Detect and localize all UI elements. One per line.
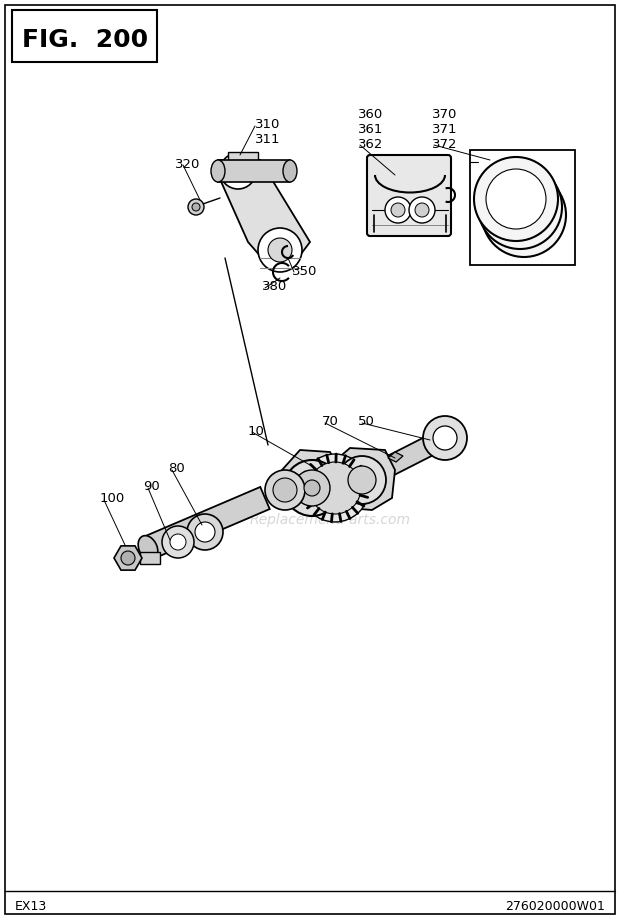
Circle shape xyxy=(490,177,550,237)
Text: 80: 80 xyxy=(168,462,185,475)
Text: 311: 311 xyxy=(255,133,280,146)
Circle shape xyxy=(494,185,554,245)
Polygon shape xyxy=(328,448,395,510)
Circle shape xyxy=(228,161,248,181)
Ellipse shape xyxy=(138,536,158,561)
Text: 90: 90 xyxy=(143,480,160,493)
Text: 50: 50 xyxy=(358,415,375,428)
Circle shape xyxy=(478,165,562,249)
Text: 372: 372 xyxy=(432,138,458,151)
Text: 361: 361 xyxy=(358,123,383,136)
Text: 370: 370 xyxy=(432,108,458,121)
Circle shape xyxy=(273,478,297,502)
Polygon shape xyxy=(373,434,440,481)
Text: 276020000W01: 276020000W01 xyxy=(505,901,605,913)
Text: 360: 360 xyxy=(358,108,383,121)
Circle shape xyxy=(265,470,305,510)
Text: EX13: EX13 xyxy=(15,901,47,913)
Polygon shape xyxy=(280,450,340,510)
Bar xyxy=(140,552,160,564)
Text: 10: 10 xyxy=(248,425,265,438)
Circle shape xyxy=(474,157,558,241)
Polygon shape xyxy=(215,160,310,258)
Text: 380: 380 xyxy=(262,280,287,293)
Circle shape xyxy=(423,416,467,460)
Circle shape xyxy=(170,534,186,550)
Circle shape xyxy=(187,514,223,550)
Circle shape xyxy=(284,460,340,516)
Circle shape xyxy=(409,197,435,223)
Bar xyxy=(228,152,258,164)
Bar xyxy=(470,150,575,265)
Circle shape xyxy=(195,522,215,542)
Circle shape xyxy=(301,454,369,522)
Text: 350: 350 xyxy=(292,265,317,278)
Ellipse shape xyxy=(211,160,225,182)
Circle shape xyxy=(482,173,566,257)
Circle shape xyxy=(338,456,386,504)
Circle shape xyxy=(433,426,457,450)
Text: 310: 310 xyxy=(255,118,280,131)
Text: 100: 100 xyxy=(100,492,125,505)
FancyBboxPatch shape xyxy=(367,155,451,236)
Text: 70: 70 xyxy=(322,415,339,428)
Circle shape xyxy=(294,470,330,506)
Text: 320: 320 xyxy=(175,158,200,171)
Circle shape xyxy=(309,462,361,514)
Circle shape xyxy=(385,197,411,223)
Circle shape xyxy=(348,466,376,494)
Circle shape xyxy=(192,203,200,211)
Circle shape xyxy=(121,551,135,565)
Polygon shape xyxy=(114,546,142,570)
Circle shape xyxy=(391,203,405,217)
Ellipse shape xyxy=(283,160,297,182)
Circle shape xyxy=(415,203,429,217)
Polygon shape xyxy=(143,487,270,559)
Bar xyxy=(218,160,290,182)
Text: ReplacementParts.com: ReplacementParts.com xyxy=(249,513,410,527)
Circle shape xyxy=(486,169,546,229)
Circle shape xyxy=(304,480,320,496)
Circle shape xyxy=(162,526,194,558)
Bar xyxy=(12,10,157,62)
Text: FIG.  200: FIG. 200 xyxy=(22,28,148,52)
Text: 371: 371 xyxy=(432,123,458,136)
Circle shape xyxy=(268,238,292,262)
Circle shape xyxy=(220,153,256,189)
Circle shape xyxy=(188,199,204,215)
Circle shape xyxy=(258,228,302,272)
Polygon shape xyxy=(388,452,403,462)
Text: 362: 362 xyxy=(358,138,383,151)
